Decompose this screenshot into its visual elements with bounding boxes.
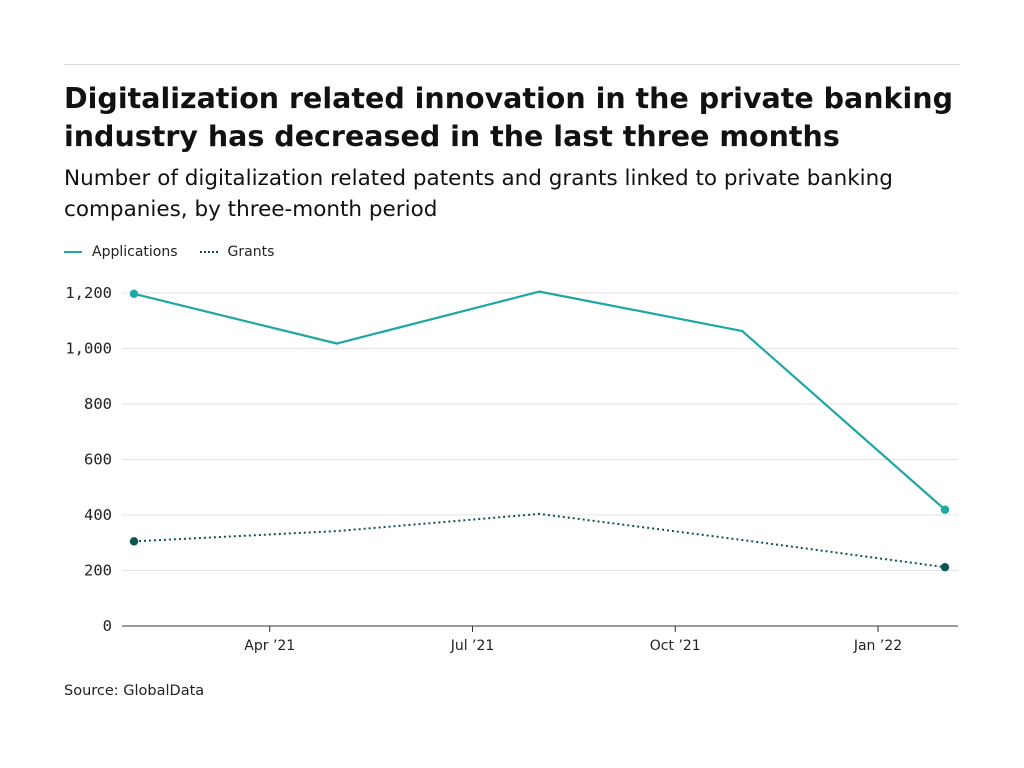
chart-legend: Applications Grants bbox=[64, 241, 274, 263]
y-tick-label: 600 bbox=[84, 451, 112, 469]
legend-item-applications: Applications bbox=[64, 244, 178, 260]
source-note: Source: GlobalData bbox=[64, 683, 205, 699]
y-tick-label: 1,000 bbox=[65, 340, 112, 358]
x-tick-label: Jul ’21 bbox=[450, 638, 495, 654]
chart-title: Digitalization related innovation in the… bbox=[64, 82, 953, 153]
data-point-applications bbox=[940, 505, 950, 514]
top-divider bbox=[64, 64, 960, 65]
series-line-grants bbox=[133, 512, 946, 569]
data-point-grants bbox=[129, 537, 139, 546]
y-tick-label: 800 bbox=[84, 395, 112, 413]
legend-swatch-applications bbox=[64, 251, 82, 253]
legend-label-applications: Applications bbox=[92, 244, 178, 260]
y-tick-label: 1,200 bbox=[65, 284, 112, 302]
y-tick-label: 400 bbox=[84, 506, 112, 524]
x-tick-label: Jan ’22 bbox=[853, 638, 902, 654]
series-line-applications bbox=[133, 290, 946, 511]
legend-item-grants: Grants bbox=[199, 244, 275, 260]
y-tick-label: 200 bbox=[84, 562, 112, 580]
data-point-applications bbox=[129, 289, 139, 299]
legend-swatch-grants bbox=[199, 251, 218, 253]
x-tick-label: Oct ’21 bbox=[650, 638, 701, 654]
x-tick-label: Apr ’21 bbox=[244, 638, 295, 654]
y-tick-label: 0 bbox=[103, 617, 112, 635]
data-point-grants bbox=[940, 562, 950, 572]
legend-label-grants: Grants bbox=[227, 244, 275, 260]
chart-subtitle: Number of digitalization related patents… bbox=[64, 166, 893, 222]
